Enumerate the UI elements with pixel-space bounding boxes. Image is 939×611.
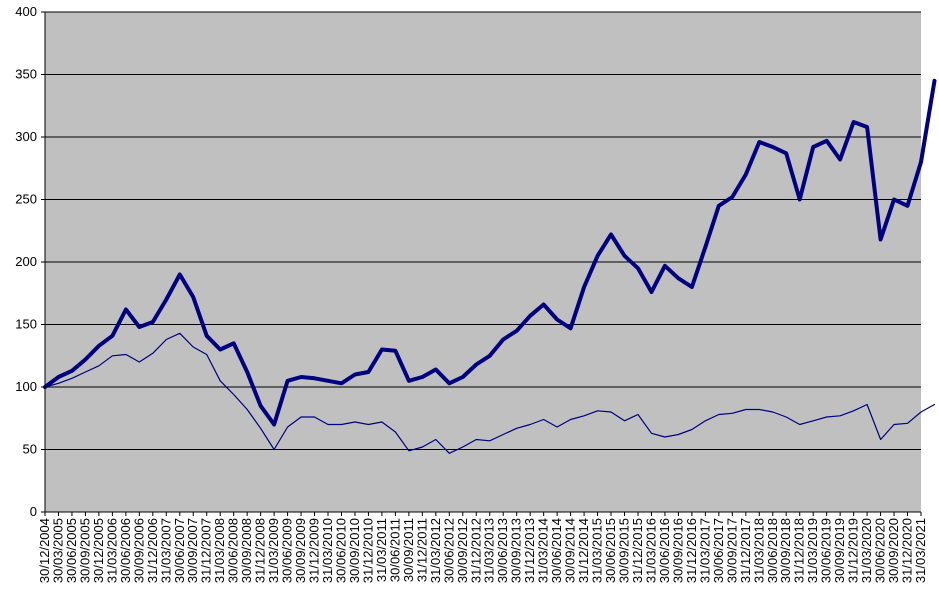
- x-tick-label: 31/03/2008: [212, 518, 227, 583]
- x-tick-label: 30/06/2009: [280, 518, 295, 583]
- x-tick-label: 30/06/2014: [549, 518, 564, 583]
- x-tick-label: 31/03/2015: [590, 518, 605, 583]
- x-tick-label: 30/09/2013: [509, 518, 524, 583]
- x-tick-label: 31/03/2012: [428, 518, 443, 583]
- x-tick-label: 30/06/2007: [172, 518, 187, 583]
- x-tick-label: 30/09/2011: [401, 518, 416, 582]
- x-tick-label: 31/03/2017: [697, 518, 712, 583]
- gridlines: [45, 11, 921, 450]
- x-tick-label: 31/03/2010: [320, 518, 335, 583]
- x-tick-label: 30/09/2012: [455, 518, 470, 583]
- x-tick-label: 30/12/2005: [91, 518, 106, 583]
- y-tick-label: 0: [30, 504, 37, 519]
- x-tick-label: 31/12/2007: [199, 518, 214, 583]
- x-tick-label: 31/12/2014: [576, 518, 591, 583]
- y-tick-label: 300: [15, 129, 37, 144]
- x-tick-label: 30/09/2010: [347, 518, 362, 583]
- x-tick-label: 30/06/2008: [226, 518, 241, 583]
- series-lines: [43, 78, 937, 454]
- x-tick-label: 30/06/2012: [441, 518, 456, 583]
- x-tick-label: 31/03/2007: [158, 518, 173, 583]
- y-tick-label: 150: [15, 317, 37, 332]
- x-tick-label: 30/09/2005: [77, 518, 92, 583]
- x-tick-label: 31/12/2012: [468, 518, 483, 583]
- x-tick-label: 31/12/2010: [360, 518, 375, 583]
- x-tick-label: 31/12/2013: [522, 518, 537, 583]
- x-tick-label: 31/03/2016: [643, 518, 658, 583]
- x-tick-label: 31/12/2008: [253, 518, 268, 583]
- x-tick-label: 31/03/2006: [104, 518, 119, 583]
- x-tick-label: 30/09/2019: [832, 518, 847, 583]
- x-tick-label: 30/09/2006: [131, 518, 146, 583]
- y-tick-label: 100: [15, 379, 37, 394]
- series-line-thin: [44, 332, 936, 454]
- x-tick-label: 30/09/2008: [239, 518, 254, 583]
- y-tick-label: 350: [15, 67, 37, 82]
- x-tick-label: 30/06/2017: [711, 518, 726, 583]
- x-tick-label: 31/12/2018: [792, 518, 807, 583]
- x-tick-label: 30/06/2020: [873, 518, 888, 583]
- x-tick-label: 31/12/2009: [307, 518, 322, 583]
- x-tick-label: 30/03/2005: [50, 518, 65, 583]
- x-tick-label: 30/12/2004: [37, 518, 52, 583]
- x-tick-label: 30/09/2016: [670, 518, 685, 583]
- x-tick-label: 31/03/2011: [374, 518, 389, 582]
- x-tick-label: 30/09/2020: [886, 518, 901, 583]
- x-tick-label: 30/09/2018: [778, 518, 793, 583]
- x-tick-label: 31/12/2019: [846, 518, 861, 583]
- x-tick-label: 30/06/2010: [333, 518, 348, 583]
- x-tick-label: 31/12/2016: [684, 518, 699, 583]
- x-tick-label: 30/06/2011: [387, 518, 402, 582]
- y-tick-label: 400: [15, 4, 37, 19]
- x-tick-label: 30/09/2015: [617, 518, 632, 583]
- x-tick-label: 31/12/2020: [900, 518, 915, 583]
- x-tick-label: 30/06/2006: [118, 518, 133, 583]
- y-axis-ticks: 0 50 100 150 200 250 300 350 400: [15, 4, 45, 519]
- x-tick-label: 30/06/2018: [765, 518, 780, 583]
- x-tick-label: 31/03/2020: [859, 518, 874, 583]
- x-tick-label: 31/03/2021: [913, 518, 928, 583]
- y-tick-label: 50: [23, 442, 37, 457]
- y-tick-label: 200: [15, 254, 37, 269]
- x-axis-ticks: 30/12/200430/03/200530/06/200530/09/2005…: [37, 512, 928, 583]
- y-tick-label: 250: [15, 192, 37, 207]
- x-tick-label: 31/03/2014: [536, 518, 551, 583]
- x-tick-label: 31/12/2017: [738, 518, 753, 583]
- x-tick-label: 30/06/2015: [603, 518, 618, 583]
- x-tick-label: 30/09/2007: [185, 518, 200, 583]
- x-tick-label: 30/09/2009: [293, 518, 308, 583]
- x-tick-label: 31/12/2011: [414, 518, 429, 582]
- x-tick-label: 31/03/2009: [266, 518, 281, 583]
- x-tick-label: 30/09/2014: [563, 518, 578, 583]
- x-tick-label: 31/12/2015: [630, 518, 645, 583]
- x-tick-label: 30/09/2017: [724, 518, 739, 583]
- x-tick-label: 30/06/2013: [495, 518, 510, 583]
- x-tick-label: 31/12/2006: [145, 518, 160, 583]
- x-tick-label: 31/03/2013: [482, 518, 497, 583]
- x-tick-label: 31/03/2018: [751, 518, 766, 583]
- series-line-thick: [43, 78, 937, 427]
- x-tick-label: 30/06/2019: [819, 518, 834, 583]
- x-tick-label: 31/03/2019: [805, 518, 820, 583]
- x-tick-label: 30/06/2016: [657, 518, 672, 583]
- x-tick-label: 30/06/2005: [64, 518, 79, 583]
